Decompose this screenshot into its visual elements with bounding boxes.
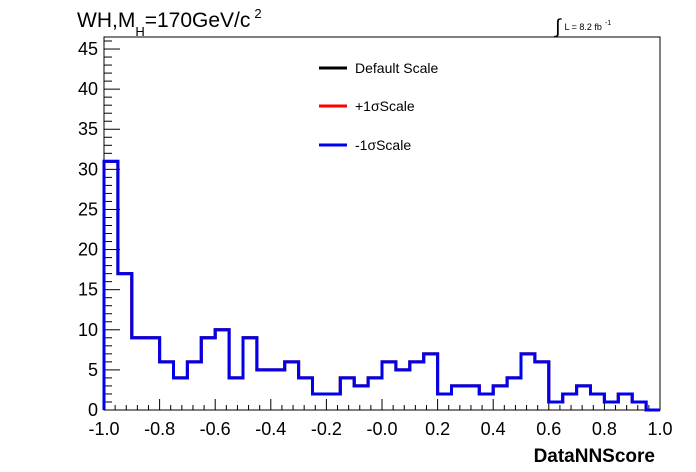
title-subscript: H	[135, 24, 144, 39]
x-tick-label: -1.0	[88, 419, 119, 439]
luminosity-text: L = 8.2 fb	[564, 22, 601, 32]
y-tick-label: 35	[78, 119, 98, 139]
y-tick-label: 10	[78, 320, 98, 340]
luminosity-exponent: -1	[605, 20, 611, 27]
legend-label-default: Default Scale	[355, 60, 438, 76]
legend: Default Scale +1σScale -1σScale	[319, 60, 438, 153]
plot-frame	[103, 36, 661, 411]
y-tick-label: 20	[78, 240, 98, 260]
title-superscript: 2	[254, 6, 261, 21]
x-tick-label: 0.6	[536, 419, 561, 439]
chart-title: WH,MH=170GeV/c 2	[77, 6, 262, 39]
y-tick-label: 40	[78, 79, 98, 99]
y-tick-label: 15	[78, 280, 98, 300]
x-axis: -1.0 -0.8 -0.6 -0.4 -0.2 -0.0 0.2 0.4 0.6 0.8 1.0	[88, 399, 673, 439]
x-axis-title: DataNNScore	[534, 446, 655, 467]
legend-label-minus: -1σScale	[355, 137, 411, 153]
title-main: WH,M	[77, 9, 135, 32]
x-tick-label: 0.2	[425, 419, 450, 439]
x-tick-label: -0.2	[311, 419, 342, 439]
y-tick-label: 25	[78, 199, 98, 219]
x-tick-label: 0.8	[592, 419, 617, 439]
x-tick-label: 1.0	[647, 419, 672, 439]
y-tick-label: 30	[78, 159, 98, 179]
x-tick-label: -0.8	[144, 419, 175, 439]
x-tick-label: -0.0	[366, 419, 397, 439]
y-tick-label: 0	[88, 400, 98, 420]
luminosity-label: ∫ L = 8.2 fb -1	[554, 16, 611, 38]
x-tick-label: -0.4	[255, 419, 286, 439]
y-tick-label: 5	[88, 360, 98, 380]
series-layer	[102, 159, 660, 412]
title-rest: =170GeV/c	[145, 9, 251, 32]
x-tick-label: -0.6	[200, 419, 231, 439]
legend-label-plus: +1σScale	[355, 98, 415, 114]
series-2-histogram	[102, 159, 660, 412]
y-tick-label: 45	[78, 39, 98, 59]
y-axis: 0 5 10 15 20 25 30 35 40 45	[78, 39, 120, 420]
integral-symbol: ∫	[554, 16, 562, 38]
x-tick-label: 0.4	[481, 419, 506, 439]
